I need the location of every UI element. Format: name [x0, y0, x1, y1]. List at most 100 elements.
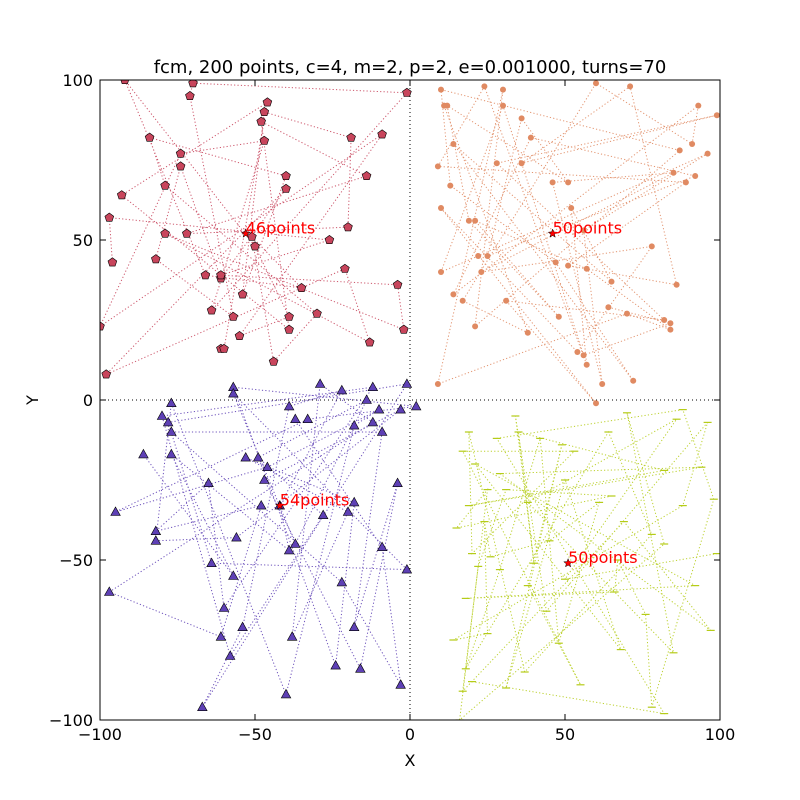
- cluster-2-point: [580, 352, 587, 359]
- cluster-3-point: [259, 474, 270, 484]
- cluster-2-point: [447, 182, 454, 189]
- cluster-2-point: [438, 205, 444, 211]
- x-tick-label: −50: [238, 725, 272, 744]
- cluster-1-point: [160, 228, 170, 238]
- cluster-2-point: [689, 141, 696, 147]
- cluster-1-point: [399, 324, 409, 334]
- cluster-3-point: [367, 381, 379, 392]
- cluster-2-point: [667, 320, 674, 327]
- cluster-3-point: [197, 701, 208, 712]
- cluster-1-point: [268, 356, 279, 366]
- cluster-3-point: [283, 544, 295, 555]
- x-tick-label: −100: [78, 725, 122, 744]
- cluster-1-point: [160, 180, 170, 190]
- cluster-2-point: [568, 205, 575, 211]
- cluster-2-point: [574, 349, 581, 355]
- cluster-2-point: [438, 86, 444, 93]
- cluster-3-point: [373, 403, 385, 414]
- cluster-3-point: [231, 531, 242, 542]
- cluster-1-point: [392, 279, 403, 289]
- cluster-2-point: [661, 317, 668, 323]
- cluster-3-point: [367, 416, 379, 427]
- cluster-1-point: [281, 183, 291, 193]
- cluster-3-point: [255, 499, 267, 510]
- cluster-2-point: [605, 304, 612, 311]
- cluster-1-point: [175, 148, 186, 158]
- cluster-1-point: [182, 228, 192, 238]
- cluster-2-point: [524, 329, 531, 336]
- cluster-1-point: [188, 80, 198, 88]
- cluster-3-point: [103, 586, 115, 596]
- cluster-3-point: [317, 509, 329, 520]
- cluster-2-point: [583, 361, 590, 368]
- y-tick-label: −50: [59, 551, 93, 570]
- cluster-1-point: [120, 80, 130, 84]
- x-tick-label: 50: [555, 725, 575, 744]
- cluster-2-count-label: 50points: [553, 219, 623, 238]
- cluster-2-point: [593, 400, 599, 407]
- x-axis-label: X: [405, 751, 416, 770]
- cluster-3-point: [218, 602, 230, 612]
- cluster-1-point: [247, 231, 257, 241]
- cluster-3-connector: [108, 383, 417, 708]
- cluster-2-point: [627, 83, 634, 90]
- cluster-2-point: [583, 265, 590, 272]
- cluster-1-point: [312, 308, 322, 318]
- cluster-3-point: [150, 535, 162, 545]
- cluster-3-point: [401, 563, 413, 574]
- cluster-2-point: [450, 291, 457, 298]
- cluster-2-point: [481, 83, 488, 90]
- cluster-1-point: [343, 222, 353, 232]
- cluster-2-center-star: [547, 228, 558, 238]
- cluster-2-point: [527, 134, 534, 141]
- cluster-1-point: [281, 171, 291, 180]
- cluster-3-point: [228, 570, 239, 580]
- cluster-2-point: [493, 160, 500, 167]
- cluster-3-point: [224, 650, 236, 660]
- cluster-3-point: [348, 419, 360, 430]
- cluster-1-point: [296, 283, 307, 293]
- cluster-1-point: [100, 321, 105, 331]
- cluster-1-point: [340, 263, 350, 273]
- cluster-1-point: [346, 132, 356, 142]
- cluster-2-point: [472, 217, 479, 224]
- cluster-2-point: [503, 297, 510, 304]
- cluster-1-point: [216, 270, 226, 280]
- cluster-3-point: [376, 541, 388, 552]
- cluster-3-center-star: [274, 500, 285, 510]
- cluster-2-point: [648, 243, 655, 250]
- cluster-2-point: [472, 323, 479, 330]
- cluster-2-point: [475, 253, 482, 259]
- cluster-3-point: [206, 557, 217, 568]
- cluster-3-point: [355, 663, 366, 673]
- x-tick-label: 0: [405, 725, 415, 744]
- cluster-2-point: [459, 297, 466, 304]
- cluster-3-point: [336, 576, 348, 587]
- cluster-3-point: [290, 538, 301, 548]
- cluster-3-point: [228, 387, 239, 398]
- y-tick-label: −100: [49, 711, 93, 730]
- cluster-2-point: [565, 262, 572, 269]
- cluster-3-point: [166, 448, 177, 459]
- cluster-1-point: [284, 311, 294, 321]
- y-tick-label: 100: [62, 71, 93, 90]
- cluster-1-point: [104, 212, 115, 222]
- cluster-1-point: [101, 369, 111, 379]
- cluster-1-point: [234, 331, 245, 341]
- cluster-3-point: [138, 448, 149, 459]
- cluster-2-point: [673, 281, 680, 288]
- cluster-2-point: [438, 269, 444, 275]
- cluster-3-point: [166, 426, 177, 436]
- cluster-3-point: [262, 461, 273, 472]
- cluster-3-point: [395, 679, 406, 689]
- cluster-4-count-label: 50points: [568, 548, 638, 567]
- cluster-3-point: [240, 451, 251, 462]
- cluster-2-point: [565, 179, 572, 186]
- cluster-1-point: [151, 254, 161, 264]
- cluster-3-point: [280, 688, 292, 699]
- cluster-3-point: [361, 394, 372, 404]
- cluster-2-point: [704, 150, 711, 157]
- cluster-1-point: [259, 107, 270, 116]
- cluster-3-point: [252, 451, 264, 462]
- cluster-4: [449, 409, 720, 720]
